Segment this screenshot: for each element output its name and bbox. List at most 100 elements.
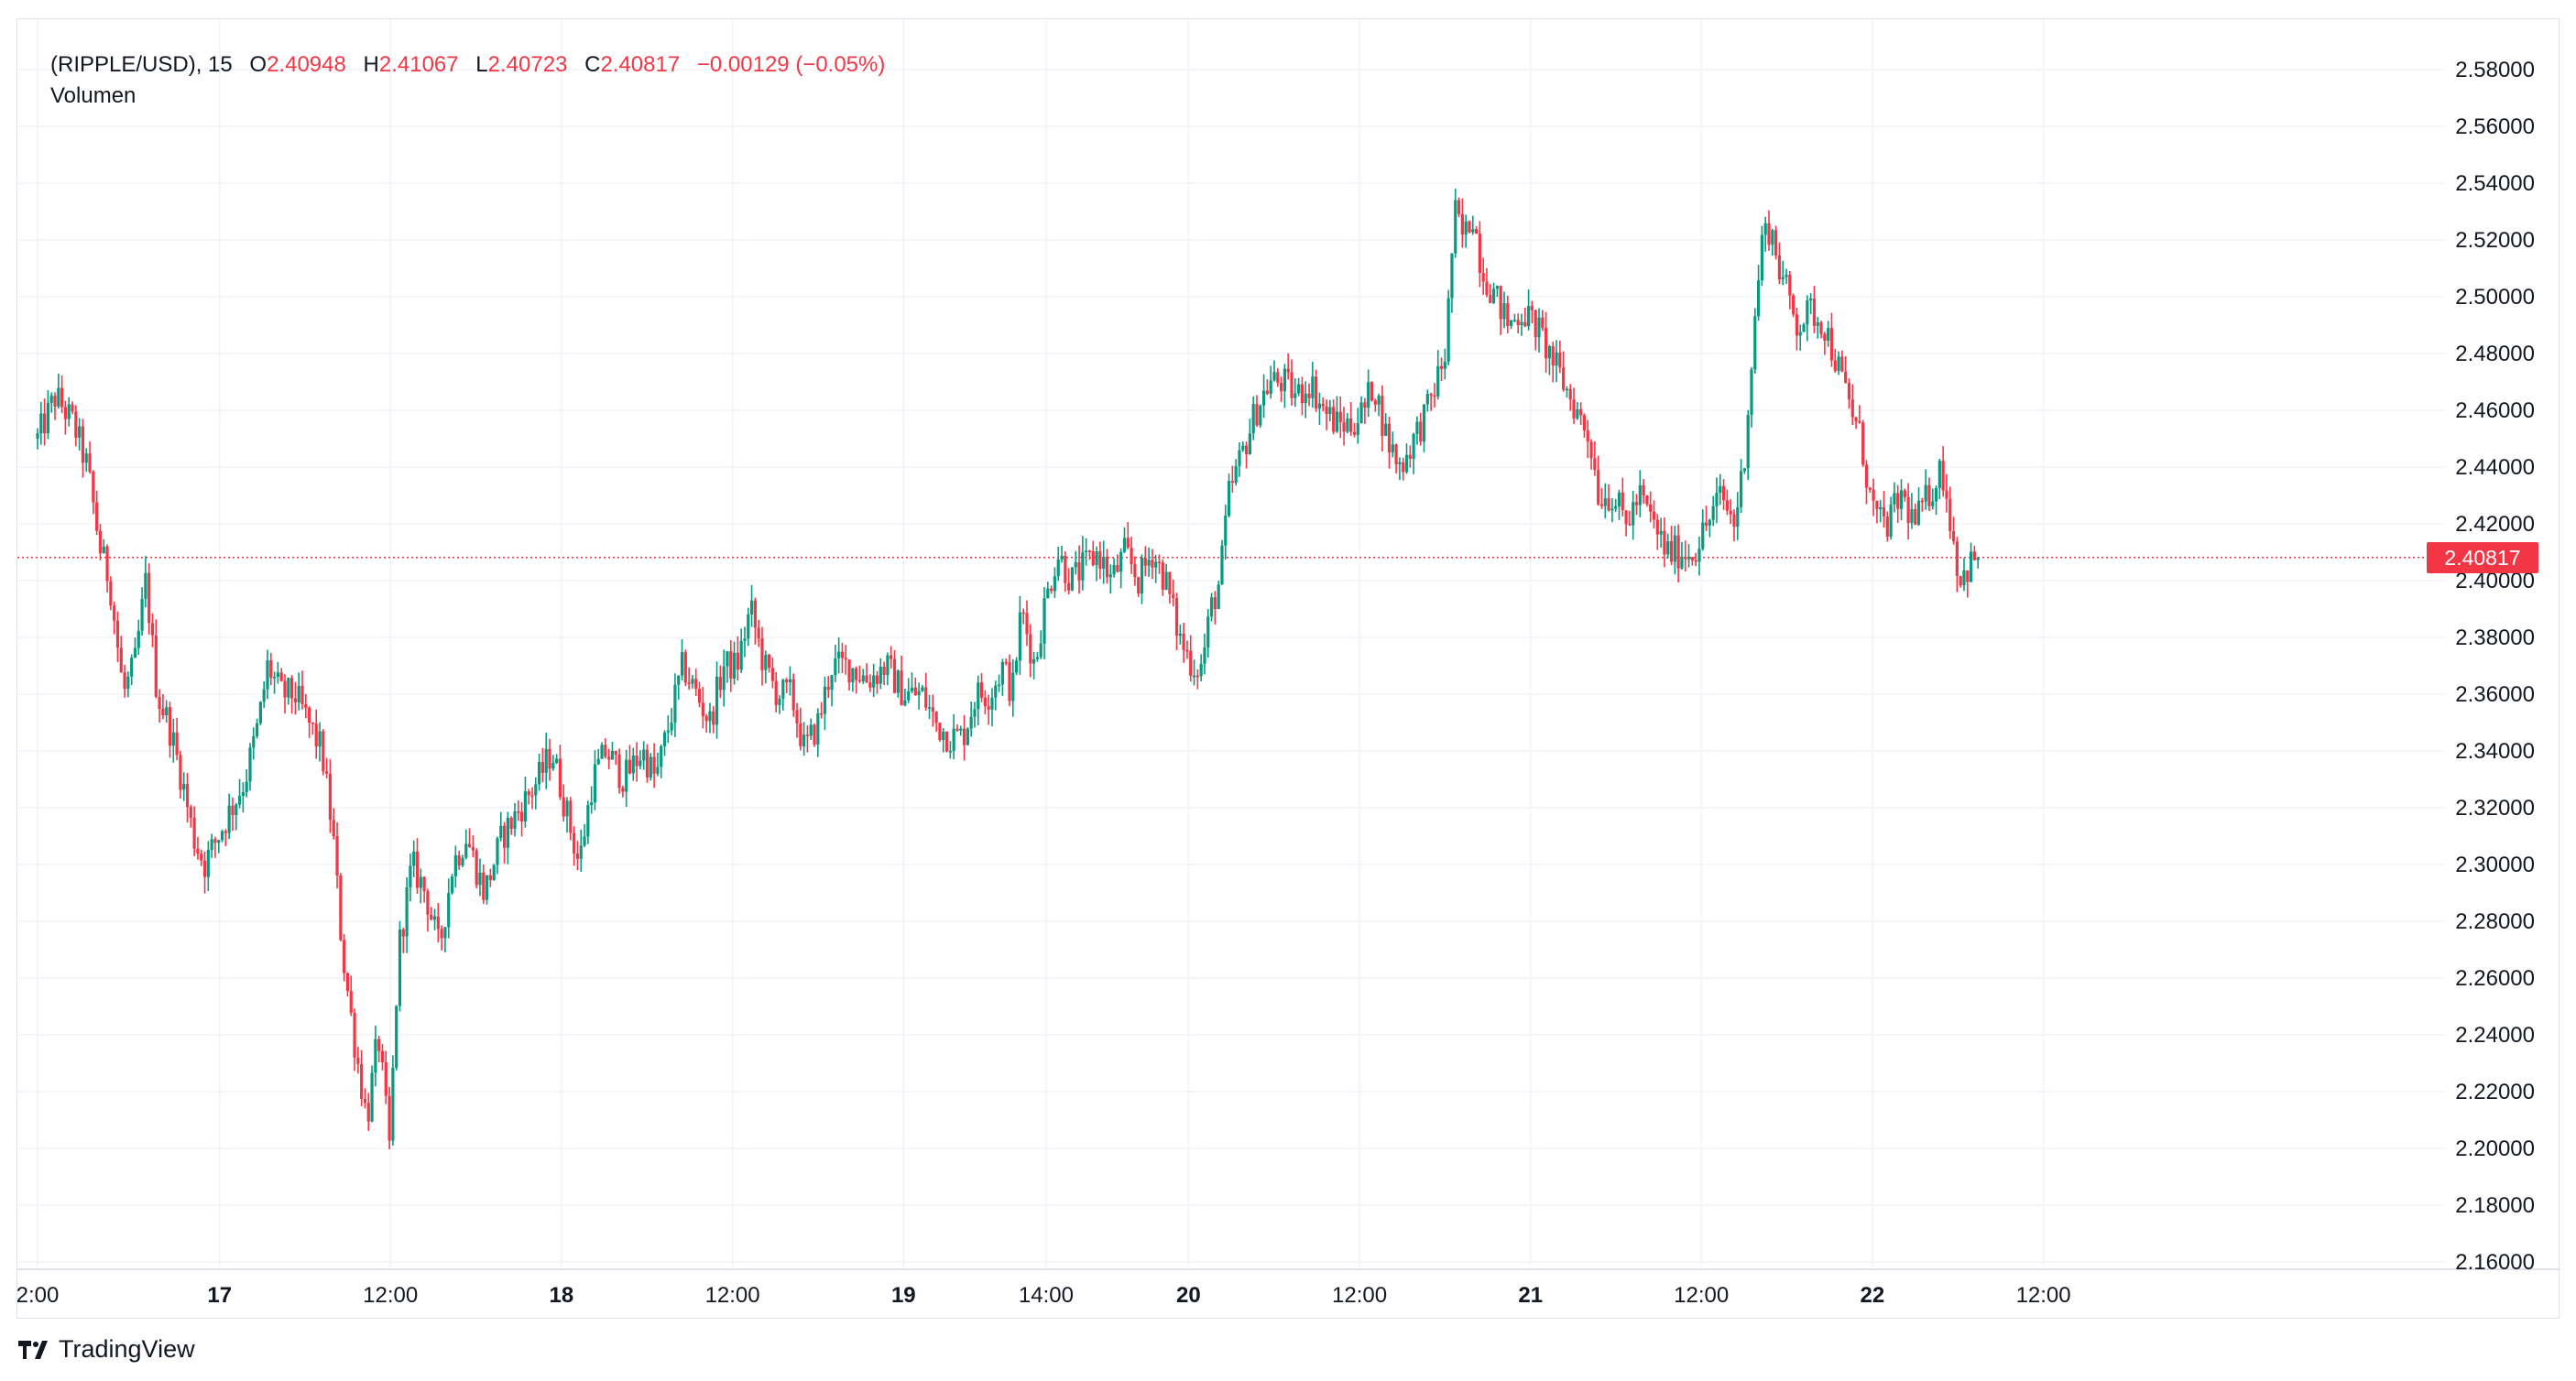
candle	[593, 750, 597, 810]
candle-body	[1545, 328, 1548, 359]
candle	[519, 802, 524, 837]
candle	[1809, 293, 1813, 315]
candle	[453, 845, 457, 888]
time-axis[interactable]: 2:00 17 12:00 18 12:00 19 14:00 20 12:00 21 12:00 2…	[17, 1283, 2071, 1308]
candle-body	[1217, 584, 1220, 610]
candle	[708, 702, 712, 734]
candle	[712, 706, 715, 734]
candle	[206, 841, 210, 891]
candle-body	[366, 1103, 370, 1122]
candle-body	[1161, 562, 1164, 590]
chart-frame[interactable]: 2.58000 2.56000 2.54000 2.52000 2.50000 2.480…	[16, 18, 2560, 1319]
candle	[1512, 313, 1517, 322]
candle	[1042, 586, 1046, 659]
candle	[677, 675, 681, 701]
candle-body	[144, 572, 147, 599]
candle	[1955, 537, 1959, 593]
candle-body	[753, 600, 757, 628]
candle	[1523, 307, 1527, 328]
candle	[1454, 189, 1457, 258]
candle-body	[579, 845, 583, 859]
candle-body	[1767, 223, 1771, 245]
candle-body	[1945, 490, 1948, 499]
candle-body	[81, 426, 85, 463]
symbol-name[interactable]: (RIPPLE/USD), 15	[50, 52, 233, 77]
candle	[1565, 386, 1569, 398]
candle-body	[1628, 524, 1632, 526]
candle-body	[345, 973, 350, 992]
candle	[1070, 567, 1075, 592]
volume-label[interactable]: Volumen	[50, 83, 136, 108]
candle-body	[224, 831, 227, 833]
candle-body	[892, 658, 897, 693]
candle-body	[1039, 643, 1042, 658]
candle	[621, 785, 625, 798]
candle	[749, 584, 754, 627]
price-axis[interactable]: 2.58000 2.56000 2.54000 2.52000 2.50000 2.480…	[2455, 58, 2535, 1275]
candle	[1174, 593, 1179, 651]
candle	[1460, 198, 1464, 248]
candle	[826, 675, 830, 699]
candle	[374, 1025, 377, 1087]
candle-body	[551, 763, 555, 769]
candle-body	[583, 836, 586, 846]
candle	[673, 673, 677, 737]
candle	[718, 665, 722, 699]
candle-body	[1924, 484, 1927, 502]
candle	[1286, 353, 1290, 380]
candle-body	[78, 426, 82, 438]
candle-body	[1251, 404, 1255, 434]
candle	[353, 1008, 356, 1071]
candle	[1829, 312, 1834, 367]
candle-body	[1474, 229, 1479, 234]
candle	[245, 768, 248, 798]
candle-body	[1008, 662, 1011, 701]
candle	[865, 663, 868, 683]
candle	[1230, 465, 1234, 493]
candle-body	[1847, 383, 1851, 400]
price-tick-label: 2.34000	[2455, 739, 2535, 764]
candle	[252, 727, 256, 760]
candle-body	[1527, 306, 1531, 327]
candle	[1927, 477, 1931, 512]
candle-body	[1854, 417, 1858, 421]
candle-body	[98, 530, 103, 554]
candle-body	[1081, 552, 1085, 581]
candle-body	[1436, 365, 1440, 397]
candle	[1767, 210, 1771, 251]
candle	[788, 666, 792, 696]
candle-body	[255, 723, 259, 737]
candle-body	[1927, 484, 1931, 506]
candle-body	[1708, 519, 1711, 526]
candle	[1827, 321, 1830, 347]
candle-body	[432, 916, 437, 920]
candle	[1872, 478, 1875, 517]
candle-body	[896, 670, 900, 693]
candle-body	[1512, 320, 1517, 321]
candle	[1969, 542, 1973, 582]
candle	[409, 853, 412, 902]
candle	[1910, 493, 1914, 529]
candle-body	[548, 748, 551, 769]
candle-body	[1906, 496, 1910, 524]
candle-body	[1666, 540, 1670, 555]
candlestick-chart[interactable]: 2.58000 2.56000 2.54000 2.52000 2.50000 2.480…	[17, 19, 2560, 1320]
candle-body	[886, 655, 890, 676]
candle-body	[210, 839, 213, 850]
candle-body	[130, 658, 134, 677]
candle-body	[1471, 229, 1475, 233]
candle	[645, 744, 649, 783]
candle	[1195, 669, 1199, 690]
candle	[217, 840, 221, 854]
candle	[1008, 654, 1011, 707]
candle	[890, 646, 893, 669]
candle-body	[290, 678, 294, 699]
candle	[1715, 477, 1719, 524]
candle	[1576, 402, 1579, 420]
candle	[1081, 536, 1085, 591]
candle	[1659, 517, 1663, 549]
candle-body	[202, 860, 207, 877]
tradingview-logo[interactable]: TradingView	[18, 1335, 195, 1364]
candle	[944, 731, 949, 753]
candle	[1551, 342, 1555, 383]
